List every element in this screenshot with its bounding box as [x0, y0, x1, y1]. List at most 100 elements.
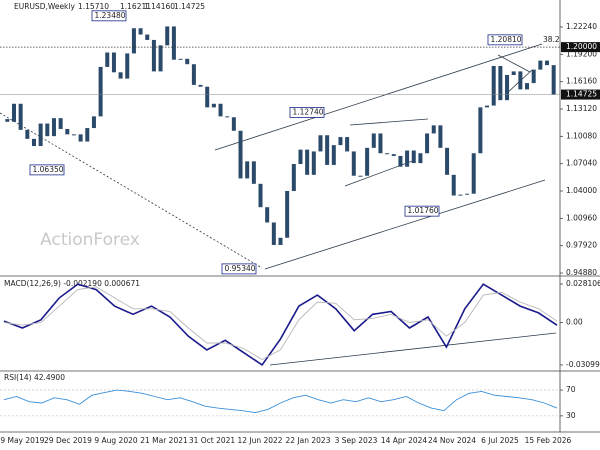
y-tick-label: 1.10080 — [566, 131, 597, 140]
candle — [545, 60, 550, 66]
candle — [51, 118, 56, 137]
y-tick-label: 0.028106 — [566, 279, 600, 288]
candle — [65, 128, 70, 135]
candle — [471, 153, 476, 194]
quote-value: 1.15710 — [78, 2, 109, 11]
candle — [45, 123, 50, 137]
candle — [285, 191, 290, 238]
candle — [11, 103, 16, 122]
quote-value: 1.16211 — [120, 2, 151, 11]
candle — [345, 137, 350, 152]
quote-value: 1.14160 — [144, 2, 175, 11]
candle — [91, 116, 96, 129]
macd-title: MACD(12,26,9) -0.002190 0.000671 — [4, 279, 140, 288]
x-tick-label: 15 Feb 2026 — [525, 436, 572, 445]
x-tick-label: 22 Jan 2023 — [286, 436, 331, 445]
candle — [505, 75, 510, 101]
annotation-box — [221, 263, 257, 275]
candle — [58, 118, 63, 129]
candle — [338, 137, 343, 146]
candle — [538, 60, 543, 70]
annotation-label: 0.95340 — [225, 264, 256, 273]
series-line — [3, 286, 558, 361]
annotation-label: 1.06350 — [33, 165, 64, 174]
candle — [125, 53, 130, 79]
price-line-label: 1.20000 — [566, 42, 597, 51]
y-tick-label: 1.00960 — [566, 213, 597, 222]
candle — [411, 150, 416, 164]
series-line — [3, 283, 558, 366]
candle — [391, 154, 396, 156]
candle — [465, 193, 470, 195]
candle — [138, 28, 143, 35]
candle — [145, 34, 150, 40]
candle — [418, 153, 423, 164]
candle — [305, 149, 310, 175]
candle — [491, 66, 496, 106]
y-tick-label: 30 — [566, 411, 576, 420]
candle — [378, 133, 383, 154]
y-tick-label: 1.19200 — [566, 49, 597, 58]
candle — [325, 135, 330, 165]
x-tick-label: 29 Dec 2019 — [44, 436, 92, 445]
candle — [78, 134, 83, 142]
candle — [38, 123, 43, 147]
candle — [205, 86, 210, 108]
candle — [5, 119, 10, 122]
candle — [198, 84, 203, 87]
x-tick-label: 9 Aug 2020 — [94, 436, 137, 445]
channel-upper — [214, 43, 543, 151]
candle — [458, 194, 463, 196]
wedge-top — [497, 54, 531, 73]
candle — [151, 39, 156, 72]
x-tick-label: 14 Apr 2024 — [381, 436, 428, 445]
channel-lower — [264, 179, 546, 270]
y-tick-label: 1.22240 — [566, 22, 597, 31]
watermark: ActionForex — [40, 230, 140, 250]
x-tick-label: 24 Nov 2024 — [428, 436, 476, 445]
x-tick-label: 6 Jul 2025 — [481, 436, 519, 445]
candle — [371, 133, 376, 148]
annotation-label: 1.12740 — [293, 107, 324, 116]
x-tick-label: 12 Jun 2022 — [237, 436, 282, 445]
candle — [218, 103, 223, 117]
candle — [225, 116, 230, 118]
x-tick-label: 31 Oct 2021 — [189, 436, 236, 445]
candle — [311, 151, 316, 175]
candle — [365, 147, 370, 176]
candle — [265, 207, 270, 223]
candle — [398, 155, 403, 167]
series-line — [3, 389, 558, 414]
candle — [518, 71, 523, 90]
x-tick-label: 3 Sep 2023 — [335, 436, 378, 445]
y-tick-label: 0.94880 — [566, 268, 597, 277]
price-line-tag — [561, 42, 600, 53]
annotation-box — [487, 34, 523, 46]
triangle-bottom — [344, 159, 416, 187]
candle — [245, 161, 250, 179]
candle — [71, 134, 76, 136]
y-tick-label: 0.97920 — [566, 241, 597, 250]
quote-value: 1.14725 — [174, 2, 205, 11]
candle — [258, 183, 263, 208]
x-tick-label: 21 Mar 2021 — [140, 436, 188, 445]
candle — [118, 72, 123, 79]
candle — [18, 103, 23, 130]
annotation-box — [404, 205, 440, 217]
candle — [251, 161, 256, 184]
chart-title: EURUSD,Weekly — [14, 2, 75, 11]
y-tick-label: 1.13120 — [566, 104, 597, 113]
candle — [385, 153, 390, 155]
candle — [85, 128, 90, 142]
triangle-top — [349, 118, 429, 126]
y-tick-label: 1.16160 — [566, 77, 597, 86]
annotation-label: 1.01760 — [408, 206, 439, 215]
y-tick-label: 1.07040 — [566, 159, 597, 168]
candle — [271, 222, 276, 245]
candle — [105, 52, 110, 67]
candle — [431, 125, 436, 134]
candle — [425, 133, 430, 154]
macd-trend — [269, 332, 557, 366]
